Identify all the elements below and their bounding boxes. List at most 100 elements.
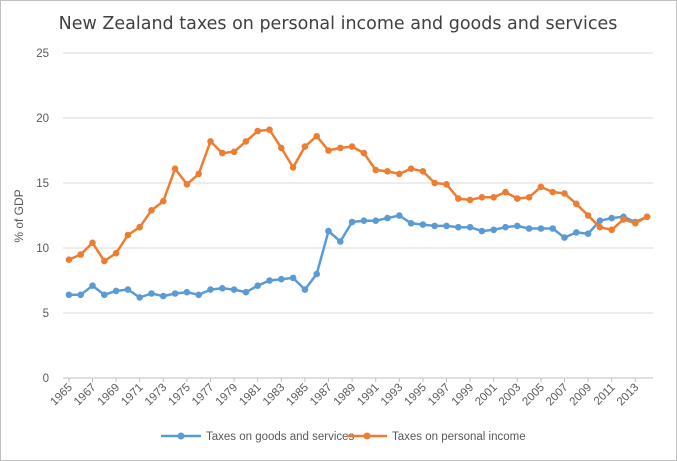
data-point bbox=[596, 217, 604, 224]
data-point bbox=[65, 256, 73, 263]
x-tick-label: 1969 bbox=[96, 382, 123, 409]
data-point bbox=[396, 170, 403, 178]
legend-marker-personal-income bbox=[363, 432, 371, 440]
data-point bbox=[101, 257, 108, 265]
x-tick-label: 1973 bbox=[143, 382, 170, 409]
y-tick-label: 15 bbox=[36, 178, 49, 190]
data-point bbox=[643, 213, 651, 221]
data-point bbox=[384, 168, 391, 175]
x-tick-label: 1977 bbox=[190, 382, 217, 409]
x-tick-label: 1967 bbox=[72, 382, 99, 409]
data-point bbox=[360, 217, 368, 224]
x-tick-label: 1965 bbox=[48, 382, 75, 409]
y-tick-label: 5 bbox=[43, 308, 49, 320]
x-tick-label: 2007 bbox=[544, 382, 571, 409]
data-point bbox=[171, 290, 179, 297]
data-point bbox=[384, 214, 391, 222]
data-point bbox=[514, 195, 521, 202]
data-point bbox=[313, 132, 321, 140]
data-point bbox=[124, 286, 132, 293]
data-point bbox=[278, 144, 285, 152]
data-point bbox=[584, 212, 592, 219]
data-point bbox=[620, 216, 627, 223]
legend-label-goods: Taxes on goods and services bbox=[206, 431, 355, 443]
y-tick-label: 25 bbox=[36, 48, 49, 60]
data-point bbox=[195, 170, 202, 178]
data-point bbox=[136, 294, 143, 301]
data-point bbox=[65, 291, 73, 299]
data-point bbox=[136, 223, 143, 231]
series-line bbox=[68, 128, 648, 263]
data-point bbox=[219, 285, 226, 292]
data-point bbox=[313, 270, 321, 278]
x-tick-label: 1979 bbox=[214, 382, 241, 409]
data-point bbox=[301, 143, 309, 150]
data-point bbox=[525, 194, 533, 201]
x-tick-label: 1975 bbox=[166, 382, 193, 409]
data-point bbox=[514, 222, 521, 230]
data-point bbox=[289, 164, 297, 171]
legend-label-personal-income: Taxes on personal income bbox=[392, 431, 526, 443]
data-point bbox=[337, 144, 344, 152]
data-point bbox=[278, 275, 285, 283]
x-tick-label: 1995 bbox=[402, 382, 429, 409]
data-point bbox=[183, 288, 191, 296]
data-point bbox=[407, 165, 415, 172]
gridlines bbox=[63, 52, 653, 379]
data-point bbox=[348, 218, 356, 226]
series-line bbox=[68, 214, 648, 299]
data-point bbox=[230, 148, 238, 156]
data-point bbox=[537, 183, 545, 191]
legend-item-personal-income: Taxes on personal income bbox=[347, 431, 526, 443]
data-point bbox=[573, 229, 580, 236]
x-tick-label: 2005 bbox=[520, 382, 547, 409]
data-point bbox=[443, 181, 450, 188]
data-point bbox=[254, 282, 261, 290]
legend-marker-goods bbox=[177, 432, 185, 440]
x-tick-label: 2013 bbox=[615, 382, 642, 409]
x-tick-label: 1983 bbox=[261, 382, 288, 409]
data-point bbox=[561, 234, 568, 241]
data-point bbox=[325, 147, 332, 154]
data-point bbox=[348, 143, 356, 150]
data-point bbox=[289, 274, 297, 282]
data-point bbox=[372, 166, 380, 174]
series-0 bbox=[65, 212, 651, 301]
data-point bbox=[89, 239, 96, 247]
data-point bbox=[419, 221, 427, 228]
data-point bbox=[396, 212, 403, 219]
data-point bbox=[372, 217, 380, 224]
x-tick-label: 1987 bbox=[308, 382, 335, 409]
x-axis-ticks: 1965196719691971197319751977197919811983… bbox=[48, 378, 641, 408]
data-point bbox=[183, 181, 191, 188]
data-point bbox=[207, 286, 214, 293]
data-point bbox=[537, 225, 545, 232]
x-tick-label: 1999 bbox=[450, 382, 477, 409]
data-point bbox=[490, 226, 498, 234]
data-point bbox=[148, 207, 155, 214]
y-axis-label: % of GDP bbox=[12, 189, 26, 242]
data-point bbox=[195, 291, 202, 299]
data-point bbox=[325, 227, 332, 235]
data-point bbox=[466, 196, 474, 204]
x-tick-label: 2003 bbox=[497, 382, 524, 409]
data-point bbox=[455, 223, 462, 231]
x-tick-label: 2009 bbox=[568, 382, 595, 409]
data-point bbox=[419, 168, 427, 175]
x-tick-label: 1993 bbox=[379, 382, 406, 409]
data-point bbox=[254, 127, 261, 135]
data-point bbox=[478, 194, 486, 201]
data-point bbox=[112, 287, 120, 295]
data-point bbox=[549, 225, 556, 232]
y-tick-label: 20 bbox=[36, 113, 49, 125]
y-axis-ticks: 0 5 10 15 20 25 bbox=[36, 48, 49, 385]
data-point bbox=[632, 220, 639, 227]
data-point bbox=[77, 291, 84, 299]
data-point bbox=[124, 231, 132, 239]
data-point bbox=[478, 227, 486, 235]
y-tick-label: 0 bbox=[43, 373, 49, 385]
data-point bbox=[455, 195, 462, 202]
data-point bbox=[242, 288, 250, 296]
chart-title: New Zealand taxes on personal income and… bbox=[59, 14, 618, 34]
